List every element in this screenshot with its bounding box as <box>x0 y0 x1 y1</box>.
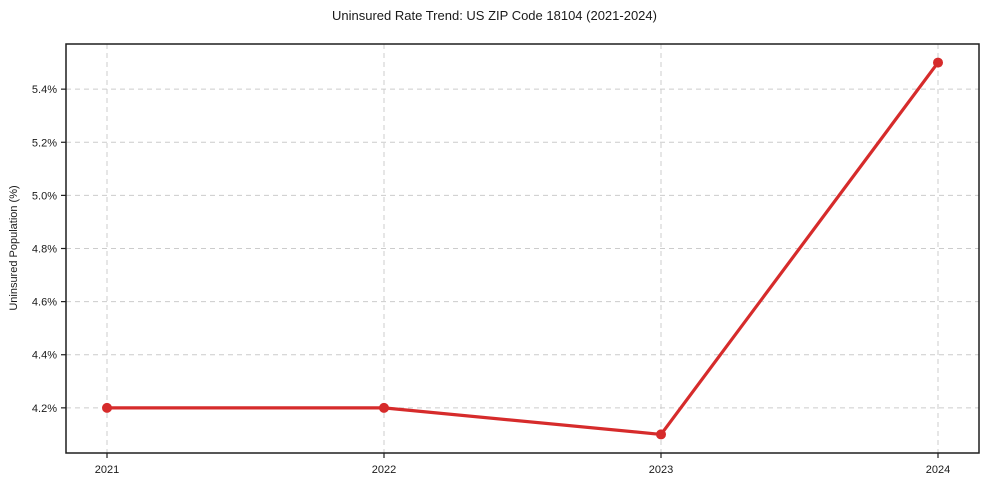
x-tick-label: 2021 <box>95 464 119 476</box>
data-point <box>102 402 112 413</box>
data-point <box>656 429 666 440</box>
x-tick-label: 2022 <box>372 464 396 476</box>
data-point <box>933 57 943 68</box>
y-tick-label: 4.2% <box>32 403 57 415</box>
data-point <box>379 402 389 413</box>
x-tick-label: 2023 <box>649 464 673 476</box>
y-tick-label: 4.4% <box>32 350 57 362</box>
trend-line <box>105 60 940 437</box>
x-tick-label: 2024 <box>926 464 950 476</box>
y-tick-label: 4.8% <box>32 244 57 256</box>
y-tick-label: 5.2% <box>32 137 57 149</box>
y-tick-label: 5.4% <box>32 84 57 96</box>
y-tick-label: 5.0% <box>32 190 57 202</box>
chart-title: Uninsured Rate Trend: US ZIP Code 18104 … <box>332 8 657 23</box>
y-tick-label: 4.6% <box>32 297 57 309</box>
